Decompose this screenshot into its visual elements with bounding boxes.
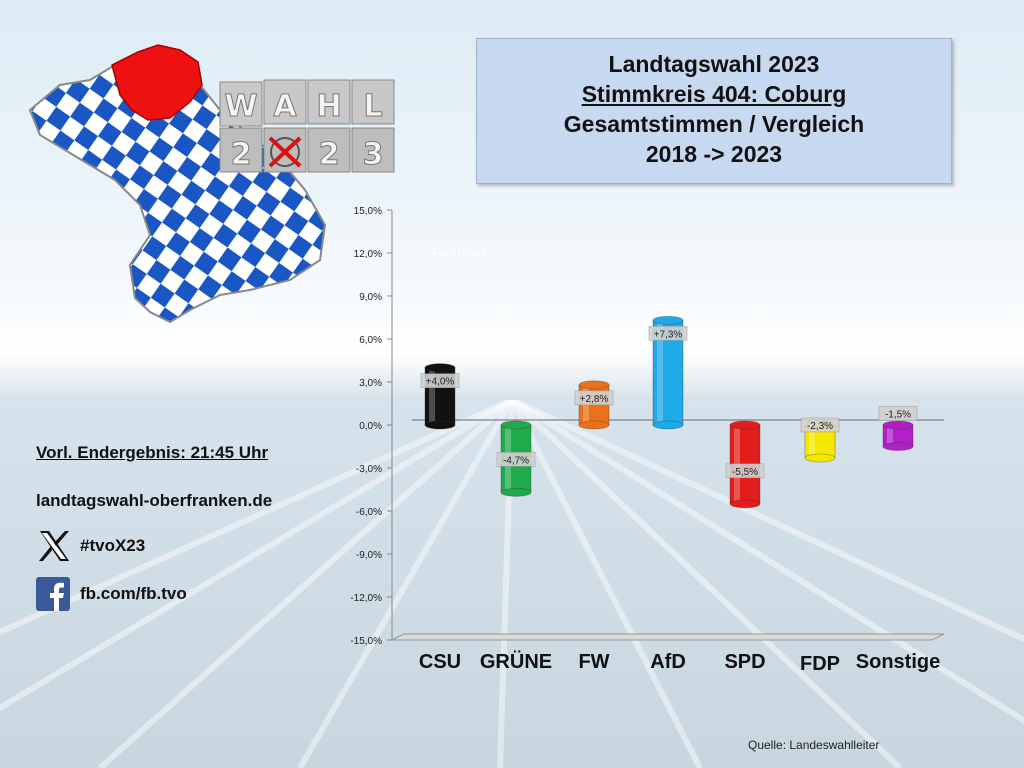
source-note: Quelle: Landeswahlleiter xyxy=(748,738,880,752)
twitter-hashtag: #tvoX23 xyxy=(80,536,146,555)
result-time-label: Vorl. Endergebnis: 21:45 Uhr xyxy=(36,443,269,462)
facebook-logo-icon xyxy=(36,577,70,611)
svg-text:H: H xyxy=(316,89,341,124)
y-tick-label: 6,0% xyxy=(359,335,382,346)
chart-floor xyxy=(391,633,945,641)
value-label: -5,5% xyxy=(732,467,758,478)
value-label: +4,0% xyxy=(426,377,455,388)
title-box: Landtagswahl 2023 Stimmkreis 404: Coburg… xyxy=(476,38,952,184)
value-label-bg xyxy=(496,452,536,467)
value-label-bg xyxy=(878,406,918,421)
svg-text:2: 2 xyxy=(231,137,252,172)
value-label: -4,7% xyxy=(503,455,529,466)
y-tick-label: -12,0% xyxy=(350,593,382,604)
svg-text:3: 3 xyxy=(363,137,384,172)
category-label: SPD xyxy=(724,651,765,673)
y-tick-label: 15,0% xyxy=(354,206,382,217)
twitter-row[interactable]: #tvoX23 xyxy=(36,528,145,564)
svg-text:2: 2 xyxy=(319,137,340,172)
facebook-link: fb.com/fb.tvo xyxy=(80,584,187,603)
svg-text:L: L xyxy=(363,89,382,124)
bar-cap xyxy=(652,315,684,325)
bar-cap xyxy=(424,363,456,373)
category-label: Sonstige xyxy=(856,651,940,673)
bar-base xyxy=(729,499,761,509)
y-tick-label: 0,0% xyxy=(359,421,382,432)
value-label: -2,3% xyxy=(807,421,833,432)
wahl-logo-blocks: W A H L 2 2 3 xyxy=(219,79,395,173)
bar-base xyxy=(500,487,532,497)
website-link[interactable]: landtagswahl-oberfranken.de xyxy=(36,491,273,510)
bar-highlight xyxy=(657,320,663,425)
bar-highlight xyxy=(429,367,435,425)
x-logo-icon xyxy=(39,531,69,561)
bar-cap xyxy=(500,420,532,430)
bar-base xyxy=(804,453,836,463)
value-label-bg xyxy=(648,326,688,341)
watermark-text: Fichtner xyxy=(432,244,488,260)
y-tick-label: -9,0% xyxy=(356,550,382,561)
svg-text:W: W xyxy=(224,89,257,124)
title-line-2: Stimmkreis 404: Coburg xyxy=(581,81,847,107)
bavaria-map-logo: W A H L 2 2 3 xyxy=(28,44,395,324)
title-line-1: Landtagswahl 2023 xyxy=(608,51,820,77)
bar-base xyxy=(652,420,684,430)
y-tick-label: -3,0% xyxy=(356,464,382,475)
bar-cap xyxy=(882,420,914,430)
oberfranken-region xyxy=(111,44,203,121)
category-label: FW xyxy=(578,651,609,673)
y-tick-label: 3,0% xyxy=(359,378,382,389)
bar-base xyxy=(882,442,914,451)
svg-text:A: A xyxy=(273,89,297,124)
bar-cap xyxy=(729,420,761,430)
value-label-bg xyxy=(420,373,460,388)
title-line-4: 2018 -> 2023 xyxy=(645,141,783,167)
category-label: GRÜNE xyxy=(480,650,552,673)
category-label: CSU xyxy=(419,651,461,673)
y-tick-label: 12,0% xyxy=(354,249,382,260)
value-label-bg xyxy=(725,463,765,479)
bar-base xyxy=(424,420,456,430)
title-line-3: Gesamtstimmen / Vergleich xyxy=(563,111,865,137)
value-label-bg xyxy=(574,390,614,406)
value-label: +2,8% xyxy=(580,394,609,405)
bar-highlight xyxy=(809,425,815,458)
y-tick-label: 9,0% xyxy=(359,292,382,303)
bar-cap xyxy=(578,380,610,390)
value-label-bg xyxy=(800,417,840,433)
y-tick-label: -6,0% xyxy=(356,507,382,518)
value-label: +7,3% xyxy=(654,329,683,340)
bar-highlight xyxy=(887,425,893,447)
bar-base xyxy=(578,420,610,430)
category-label: AfD xyxy=(650,651,686,673)
value-label: -1,5% xyxy=(885,410,911,421)
y-tick-label: -15,0% xyxy=(350,636,382,647)
category-label: FDP xyxy=(800,653,840,675)
floor-perspective-background xyxy=(0,400,1024,768)
facebook-row[interactable]: fb.com/fb.tvo xyxy=(36,577,187,611)
